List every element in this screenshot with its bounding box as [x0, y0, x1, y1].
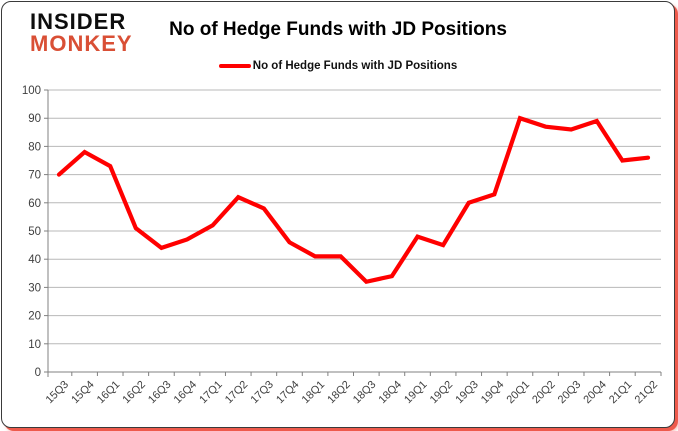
chart-title: No of Hedge Funds with JD Positions	[169, 19, 507, 40]
x-axis-label: 17Q1	[197, 379, 225, 407]
y-axis-label: 0	[35, 367, 41, 379]
insider-monkey-logo: INSIDER MONKEY	[30, 11, 133, 55]
series-line	[56, 115, 651, 285]
legend-label: No of Hedge Funds with JD Positions	[252, 60, 458, 72]
x-axis-label: 17Q3	[248, 379, 276, 407]
y-axis-label: 20	[28, 311, 41, 323]
x-axis-label: 16Q3	[146, 379, 174, 407]
x-axis-label: 18Q4	[377, 379, 405, 407]
y-axis-label: 40	[28, 254, 41, 266]
legend: No of Hedge Funds with JD Positions	[2, 60, 674, 72]
x-axis-label: 15Q3	[44, 379, 72, 407]
y-axis-label: 50	[28, 226, 41, 238]
x-axis-label: 20Q1	[505, 379, 533, 407]
x-axis-label: 17Q2	[223, 379, 251, 407]
logo-line-monkey: MONKEY	[30, 31, 133, 56]
x-axis-label: 18Q3	[351, 379, 379, 407]
x-axis-label: 20Q3	[556, 379, 584, 407]
y-axis-label: 90	[28, 113, 41, 125]
x-axis-label: 17Q4	[274, 379, 302, 407]
y-axis-label: 30	[28, 282, 41, 294]
x-axis-label: 21Q2	[633, 379, 661, 407]
y-axis-label: 80	[28, 141, 41, 153]
legend-line-swatch	[218, 64, 251, 68]
x-axis-label: 19Q1	[402, 379, 430, 407]
x-axis-label: 16Q4	[172, 379, 200, 407]
x-axis-label: 20Q2	[530, 379, 558, 407]
y-axis-label: 100	[22, 85, 41, 97]
x-axis-label: 20Q4	[581, 379, 609, 407]
x-axis-label: 18Q1	[300, 379, 328, 407]
y-axis-label: 10	[28, 339, 41, 351]
x-axis-label: 21Q1	[607, 379, 635, 407]
x-axis-label: 18Q2	[325, 379, 353, 407]
logo-line-insider: INSIDER	[30, 9, 127, 34]
x-axis-label: 19Q3	[453, 379, 481, 407]
x-axis-label: 16Q1	[95, 379, 123, 407]
y-axis-label: 70	[28, 170, 41, 182]
x-axis-label: 19Q2	[428, 379, 456, 407]
y-axis-label: 60	[28, 198, 41, 210]
x-axis-label: 19Q4	[479, 379, 507, 407]
x-axis-label: 16Q2	[120, 379, 148, 407]
x-axis-label: 15Q4	[69, 379, 97, 407]
